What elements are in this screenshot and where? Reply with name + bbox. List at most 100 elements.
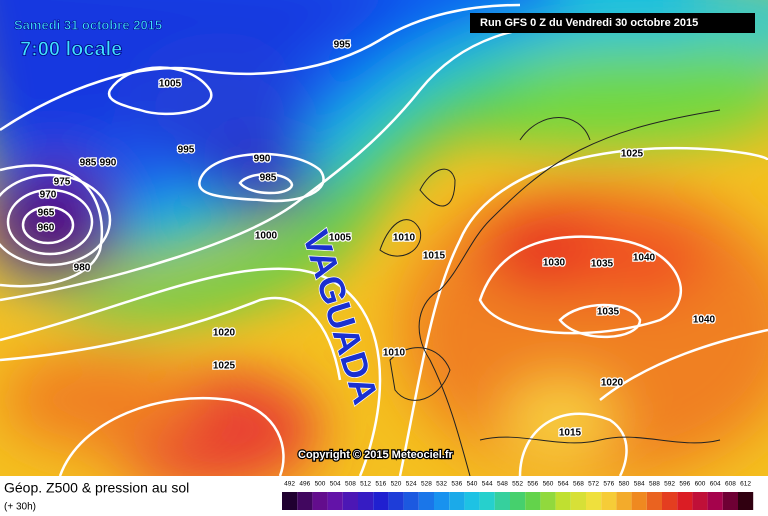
isobar-label: 1015 xyxy=(423,251,446,262)
scale-swatch xyxy=(601,492,617,510)
isobar-label: 980 xyxy=(74,263,91,274)
scale-label: 528 xyxy=(421,481,432,488)
isobar-label: 1020 xyxy=(601,378,624,389)
legend-title: Géop. Z500 & pression au sol xyxy=(4,480,189,496)
scale-label: 592 xyxy=(664,481,675,488)
scale-swatch xyxy=(282,492,298,510)
scale-swatch xyxy=(388,492,404,510)
scale-label: 532 xyxy=(436,481,447,488)
scale-swatch xyxy=(373,492,389,510)
scale-swatch xyxy=(555,492,571,510)
scale-label: 544 xyxy=(482,481,493,488)
scale-label: 492 xyxy=(284,481,295,488)
scale-swatch xyxy=(616,492,632,510)
scale-label: 504 xyxy=(330,481,341,488)
scale-label: 524 xyxy=(406,481,417,488)
isobar-label: 960 xyxy=(38,223,55,234)
time: 7:00 locale xyxy=(20,38,122,60)
scale-swatch xyxy=(692,492,708,510)
isobar-label: 1030 xyxy=(543,258,566,269)
scale-swatch xyxy=(646,492,662,510)
scale-label: 536 xyxy=(451,481,462,488)
isobar-label: 985 xyxy=(80,158,97,169)
isobar-label: 1025 xyxy=(213,361,236,372)
isobar-label: 1000 xyxy=(255,231,278,242)
scale-swatch xyxy=(312,492,328,510)
scale-swatch xyxy=(434,492,450,510)
isobar-label: 1015 xyxy=(559,428,582,439)
isobar-label: 1025 xyxy=(621,149,644,160)
scale-label: 516 xyxy=(375,481,386,488)
scale-swatch xyxy=(327,492,343,510)
scale-label: 548 xyxy=(497,481,508,488)
isobar-label: 1005 xyxy=(159,79,182,90)
scale-swatch xyxy=(662,492,678,510)
scale-swatch xyxy=(707,492,723,510)
scale-swatch xyxy=(403,492,419,510)
scale-swatch xyxy=(510,492,526,510)
scale-swatch xyxy=(525,492,541,510)
scale-label: 612 xyxy=(740,481,751,488)
scale-swatch xyxy=(479,492,495,510)
scale-label: 564 xyxy=(558,481,569,488)
scale-swatch xyxy=(494,492,510,510)
run-info: Run GFS 0 Z du Vendredi 30 octobre 2015 xyxy=(480,17,698,29)
isobar-label: 990 xyxy=(254,154,271,165)
scale-swatch xyxy=(358,492,374,510)
field xyxy=(0,0,768,476)
scale-swatch xyxy=(586,492,602,510)
isobar-label: 970 xyxy=(40,190,57,201)
legend-lead: (+ 30h) xyxy=(4,502,36,513)
scale-swatch xyxy=(570,492,586,510)
scale-label: 572 xyxy=(588,481,599,488)
isobar-label: 1035 xyxy=(591,259,614,270)
scale-label: 608 xyxy=(725,481,736,488)
scale-swatch xyxy=(297,492,313,510)
isobar-label: 995 xyxy=(178,145,195,156)
scale-swatch xyxy=(722,492,738,510)
scale-label: 568 xyxy=(573,481,584,488)
scale-label: 520 xyxy=(391,481,402,488)
isobar-label: 965 xyxy=(38,208,55,219)
isobar-label: 1005 xyxy=(329,233,352,244)
scale-label: 584 xyxy=(634,481,645,488)
scale-label: 512 xyxy=(360,481,371,488)
scale-label: 500 xyxy=(315,481,326,488)
isobar-label: 990 xyxy=(100,158,117,169)
scale-label: 496 xyxy=(299,481,310,488)
isobar-label: 1040 xyxy=(693,315,716,326)
scale-label: 576 xyxy=(603,481,614,488)
isobar-label: 1035 xyxy=(597,307,620,318)
scale-label: 552 xyxy=(512,481,523,488)
coastlines xyxy=(379,109,721,476)
scale-label: 556 xyxy=(527,481,538,488)
date: Samedi 31 octobre 2015 xyxy=(14,17,162,32)
scale-swatch xyxy=(677,492,693,510)
scale-label: 600 xyxy=(695,481,706,488)
scale-label: 508 xyxy=(345,481,356,488)
scale-label: 604 xyxy=(710,481,721,488)
scale-swatch xyxy=(342,492,358,510)
copyright: Copyright © 2015 Meteociel.fr xyxy=(298,449,454,461)
isobars xyxy=(0,3,768,476)
isobar-label: 985 xyxy=(260,173,277,184)
scale-label: 588 xyxy=(649,481,660,488)
scale-swatch xyxy=(631,492,647,510)
scale-swatch xyxy=(738,492,754,510)
scale-swatch xyxy=(540,492,556,510)
run-box xyxy=(470,13,755,33)
scale-swatch xyxy=(464,492,480,510)
scale-label: 540 xyxy=(467,481,478,488)
isobar-label: 995 xyxy=(334,40,351,51)
isobar-label: 1010 xyxy=(383,348,406,359)
isobar-label: 1020 xyxy=(213,328,236,339)
scale-label: 580 xyxy=(619,481,630,488)
scale-label: 596 xyxy=(679,481,690,488)
scale-swatch xyxy=(449,492,465,510)
isobar-label: 975 xyxy=(54,177,71,188)
scale-swatch xyxy=(418,492,434,510)
isobar-label: 1040 xyxy=(633,253,656,264)
isobar-label: 1010 xyxy=(393,233,416,244)
